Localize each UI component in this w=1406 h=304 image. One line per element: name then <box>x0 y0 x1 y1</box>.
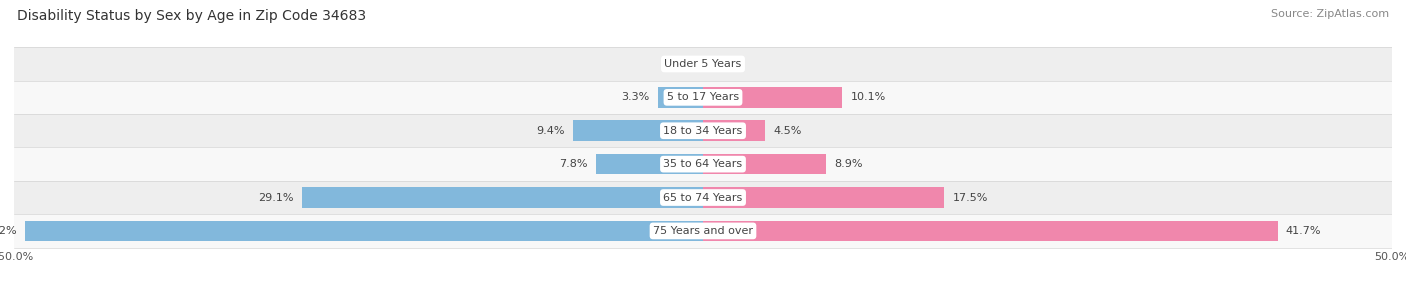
Bar <box>302 187 703 208</box>
Text: 9.4%: 9.4% <box>537 126 565 136</box>
Bar <box>14 47 1392 81</box>
Bar <box>703 87 842 108</box>
Text: 18 to 34 Years: 18 to 34 Years <box>664 126 742 136</box>
Bar <box>14 81 1392 114</box>
Text: 17.5%: 17.5% <box>952 192 988 202</box>
Bar <box>14 181 1392 214</box>
Text: 7.8%: 7.8% <box>558 159 588 169</box>
Text: 10.1%: 10.1% <box>851 92 886 102</box>
Bar <box>703 120 765 141</box>
Bar <box>596 154 703 174</box>
Text: 8.9%: 8.9% <box>834 159 862 169</box>
Bar <box>703 187 945 208</box>
Text: 35 to 64 Years: 35 to 64 Years <box>664 159 742 169</box>
Bar <box>25 221 703 241</box>
Bar <box>14 214 1392 248</box>
Text: Disability Status by Sex by Age in Zip Code 34683: Disability Status by Sex by Age in Zip C… <box>17 9 366 23</box>
Text: 65 to 74 Years: 65 to 74 Years <box>664 192 742 202</box>
Bar <box>703 154 825 174</box>
Bar <box>658 87 703 108</box>
Text: Source: ZipAtlas.com: Source: ZipAtlas.com <box>1271 9 1389 19</box>
Text: 49.2%: 49.2% <box>0 226 17 236</box>
Text: 75 Years and over: 75 Years and over <box>652 226 754 236</box>
Text: Under 5 Years: Under 5 Years <box>665 59 741 69</box>
Bar <box>14 147 1392 181</box>
Bar <box>703 221 1278 241</box>
Text: 5 to 17 Years: 5 to 17 Years <box>666 92 740 102</box>
Text: 0.0%: 0.0% <box>711 59 740 69</box>
Bar <box>14 114 1392 147</box>
Text: 0.0%: 0.0% <box>666 59 695 69</box>
Bar <box>574 120 703 141</box>
Text: 4.5%: 4.5% <box>773 126 801 136</box>
Text: 3.3%: 3.3% <box>621 92 650 102</box>
Text: 29.1%: 29.1% <box>259 192 294 202</box>
Text: 41.7%: 41.7% <box>1286 226 1322 236</box>
